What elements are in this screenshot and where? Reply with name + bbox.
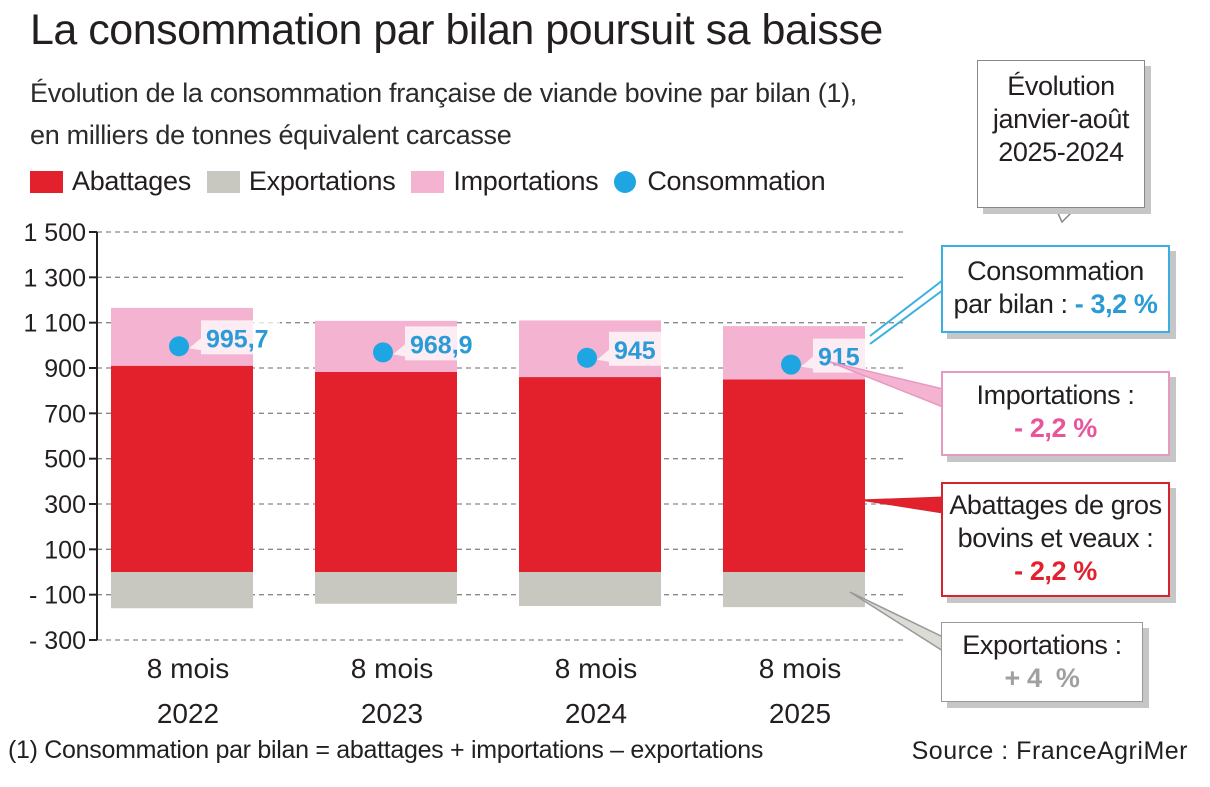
legend-label-consommation: Consommation: [647, 166, 826, 196]
callout-exportations: Exportations : + 4 %: [941, 622, 1143, 702]
y-tick-label: - 300: [29, 627, 86, 655]
chart-subtitle: Évolution de la consommation française d…: [30, 72, 857, 156]
callout-abattages: Abattages de gros bovins et veaux : - 2,…: [941, 482, 1170, 597]
callout-conso-prefix: par bilan :: [953, 289, 1075, 319]
y-tick-label: 1 100: [23, 310, 86, 338]
chart-legend: Abattages Exportations Importations Cons…: [30, 166, 841, 197]
legend-swatch-exportations: [206, 170, 240, 193]
connector-consommation: [869, 289, 944, 345]
point-label-bg: [201, 320, 280, 355]
y-tick-label: 700: [44, 400, 86, 428]
x-tick-label: 2023: [361, 698, 423, 729]
callout-period: Évolution janvier-août 2025-2024: [977, 60, 1145, 208]
chart-title: La consommation par bilan poursuit sa ba…: [30, 6, 883, 54]
callout-abattages-value: - 2,2 %: [1014, 556, 1097, 586]
x-tick-label: 8 mois: [759, 653, 841, 684]
callout-period-line-2: janvier-août: [992, 104, 1130, 134]
callout-abattages-line-1: Abattages de gros: [949, 490, 1162, 520]
x-tick-label: 2024: [565, 698, 627, 729]
callout-period-line-3: 2025-2024: [998, 137, 1124, 167]
point-label-bg: [813, 338, 866, 373]
bar-abattages: [519, 377, 661, 572]
x-tick-label: 8 mois: [351, 653, 433, 684]
source-credit: Source : FranceAgriMer: [911, 737, 1188, 765]
point-label-bg: [405, 326, 484, 361]
bar-exportations: [723, 572, 865, 608]
x-tick-label: 8 mois: [555, 653, 637, 684]
legend-swatch-importations: [411, 170, 445, 193]
consommation-point: [577, 347, 597, 368]
footnote: (1) Consommation par bilan = abattages +…: [8, 736, 764, 764]
subtitle-line-2: en milliers de tonnes équivalent carcass…: [30, 120, 512, 150]
y-tick-label: 1 300: [23, 264, 86, 292]
callout-period-line-1: Évolution: [1007, 71, 1115, 101]
bar-abattages: [723, 379, 865, 572]
legend-item-abattages: Abattages: [30, 166, 191, 197]
callout-period-pointer: [1053, 206, 1079, 224]
legend-label-exportations: Exportations: [248, 166, 396, 196]
callout-consommation: Consommation par bilan : - 3,2 %: [941, 245, 1170, 333]
y-tick-label: 1 500: [23, 219, 86, 247]
legend-dot-consommation: [614, 170, 637, 193]
bar-exportations: [519, 572, 661, 606]
legend-item-exportations: Exportations: [206, 166, 396, 197]
callout-conso-line-2: par bilan : - 3,2 %: [943, 288, 1168, 321]
callout-exports-line-1: Exportations :: [962, 630, 1122, 660]
legend-item-importations: Importations: [411, 166, 599, 197]
point-label-bg: [609, 331, 662, 366]
connector-exportations: [849, 591, 944, 653]
point-label-pointer: [801, 356, 813, 369]
callout-conso-line-1: Consommation: [967, 256, 1144, 286]
legend-label-importations: Importations: [453, 166, 599, 196]
bar-exportations: [111, 572, 253, 609]
callout-exports-value: + 4 %: [1004, 663, 1080, 693]
consommation-point: [373, 342, 393, 363]
bar-abattages: [315, 371, 457, 572]
point-label-pointer: [393, 344, 405, 357]
connector-consommation: [869, 279, 944, 337]
y-tick-label: 300: [44, 491, 86, 519]
consommation-point: [781, 354, 801, 375]
legend-swatch-abattages: [30, 170, 63, 193]
consommation-data-label: 968,9: [410, 331, 473, 359]
point-label-pointer: [189, 338, 201, 351]
y-tick-label: - 100: [29, 582, 86, 610]
x-tick-label: 8 mois: [147, 653, 229, 684]
consommation-point: [169, 336, 189, 357]
y-tick-label: 500: [44, 446, 86, 474]
consommation-data-label: 945: [614, 337, 656, 365]
connector-abattages: [859, 496, 944, 514]
y-tick-label: 100: [44, 536, 86, 564]
bar-abattages: [111, 365, 253, 572]
callout-conso-value: - 3,2 %: [1074, 289, 1158, 319]
callout-imports-value: - 2,2 %: [1014, 413, 1097, 443]
point-label-pointer: [597, 349, 609, 362]
legend-label-abattages: Abattages: [72, 166, 191, 196]
legend-item-consommation: Consommation: [614, 166, 826, 197]
subtitle-line-1: Évolution de la consommation française d…: [30, 78, 857, 108]
x-tick-label: 2025: [769, 698, 831, 729]
y-tick-label: 900: [44, 355, 86, 383]
callout-imports-line-1: Importations :: [976, 380, 1135, 410]
callout-importations: Importations : - 2,2 %: [941, 371, 1170, 456]
bar-exportations: [315, 572, 457, 604]
callout-abattages-line-2: bovins et veaux :: [957, 523, 1154, 553]
consommation-data-label: 995,7: [206, 325, 269, 353]
x-tick-label: 2022: [157, 698, 219, 729]
